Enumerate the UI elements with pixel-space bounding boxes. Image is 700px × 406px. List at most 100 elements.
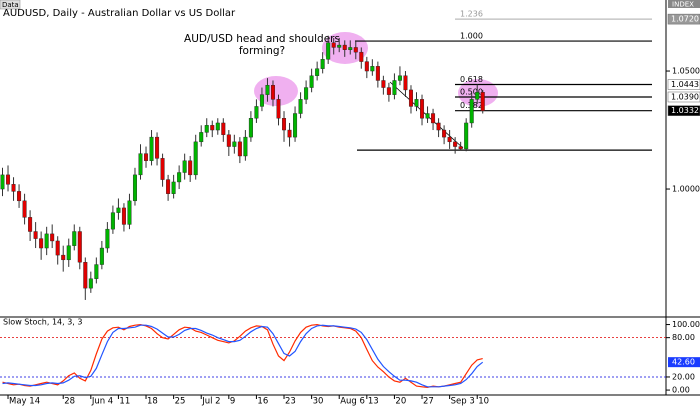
candle-body (403, 75, 408, 91)
x-tick-label: 27 (423, 397, 434, 406)
candle-body (342, 44, 347, 50)
x-tick-label: 13 (368, 397, 379, 406)
candle-body (39, 238, 44, 249)
candle-body (6, 174, 11, 185)
candle-body (414, 99, 419, 107)
fib-label: 0.618 (460, 75, 483, 84)
candle-body (99, 247, 104, 265)
stoch-current-box (668, 357, 700, 368)
candle-body (392, 80, 397, 95)
candle-body (370, 66, 375, 72)
candle-body (442, 129, 447, 138)
candle-body (381, 80, 386, 88)
candle-body (320, 59, 325, 69)
candle-body (55, 240, 60, 256)
candle-body (237, 141, 242, 157)
price-label-box (667, 105, 700, 116)
candle-body (425, 113, 430, 119)
annotation: AUD/USD head and shoulders (184, 33, 340, 45)
x-tick-label: 25 (175, 397, 186, 406)
x-tick-label: 23 (285, 397, 296, 406)
candle-body (94, 264, 99, 279)
candle-body (270, 84, 275, 100)
candle-body (17, 191, 22, 202)
candle-body (436, 122, 441, 131)
candle-body (276, 99, 281, 119)
candle-body (66, 245, 71, 261)
candle-body (33, 231, 38, 239)
candle-body (469, 99, 474, 124)
candle-body (177, 172, 182, 183)
stoch-y-tick-label: 0.00 (672, 386, 690, 395)
fib-label: 0.500 (460, 87, 483, 96)
candle-body (199, 132, 204, 143)
candle-body (138, 153, 143, 176)
x-tick-label: 20 (395, 397, 406, 406)
candle-body (353, 47, 358, 53)
candle-body (116, 207, 121, 213)
candle-body (28, 217, 33, 232)
x-tick-label: 30 (313, 397, 324, 406)
candle-body (72, 231, 77, 246)
candle-body (132, 174, 137, 202)
candle-body (121, 207, 126, 225)
x-tick-label: 16 (257, 397, 268, 406)
candle-body (298, 99, 303, 114)
candle-body (127, 200, 132, 225)
candle-body (22, 200, 27, 218)
candle-body (364, 61, 369, 72)
candle-body (105, 228, 110, 249)
chart-title: AUDUSD, Daily - Australian Dollar vs US … (3, 8, 236, 19)
candle-body (282, 118, 287, 131)
candle-body (464, 122, 469, 150)
candle-body (149, 136, 154, 161)
candle-body (331, 42, 336, 48)
price-label-box (667, 91, 700, 103)
candle-body (458, 146, 463, 150)
x-tick-label: 18 (147, 397, 158, 406)
index-badge-box (668, 0, 700, 8)
y-tick-label: 1.0000 (672, 185, 700, 194)
candle-body (475, 92, 480, 100)
candle-body (397, 75, 402, 81)
x-tick-label: Sep 3 (451, 397, 475, 406)
candle-body (44, 233, 49, 249)
candle-body (293, 113, 298, 138)
stoch-title: Slow Stoch, 14, 3, 3 (3, 318, 82, 327)
candle-body (254, 106, 259, 119)
candle-body (110, 212, 115, 230)
x-tick-label: Jul 2 (201, 397, 220, 406)
candle-body (386, 87, 391, 95)
candle-body (144, 153, 149, 161)
stoch-y-tick-label: 20.00 (672, 372, 695, 381)
candle-body (326, 42, 331, 60)
candle-body (166, 179, 171, 194)
stoch-current-label: 42.60 (672, 358, 695, 367)
candle-body (50, 233, 55, 242)
fib-label: 1.236 (460, 10, 483, 19)
price-label-box (667, 13, 700, 25)
candle-body (480, 92, 485, 111)
candle-body (375, 66, 380, 81)
candle-body (243, 136, 248, 157)
x-tick-label: Aug 6 (340, 397, 365, 406)
price-label: 1.0390 (671, 92, 699, 101)
candle-body (348, 47, 353, 50)
x-tick-label: 10 (478, 397, 489, 406)
candle-body (304, 87, 309, 100)
badge-box (0, 0, 21, 10)
candle-body (420, 99, 425, 119)
candle-body (259, 94, 264, 107)
candle-body (210, 125, 215, 131)
price-label: 1.0720 (671, 15, 699, 24)
candle-body (287, 129, 292, 138)
candle-body (11, 184, 16, 192)
x-tick-label: 28 (64, 397, 75, 406)
candle-body (193, 141, 198, 176)
candle-body (171, 181, 176, 194)
candle-body (337, 44, 342, 48)
y-tick-label: 1.0500 (672, 67, 700, 76)
candle-body (315, 68, 320, 76)
